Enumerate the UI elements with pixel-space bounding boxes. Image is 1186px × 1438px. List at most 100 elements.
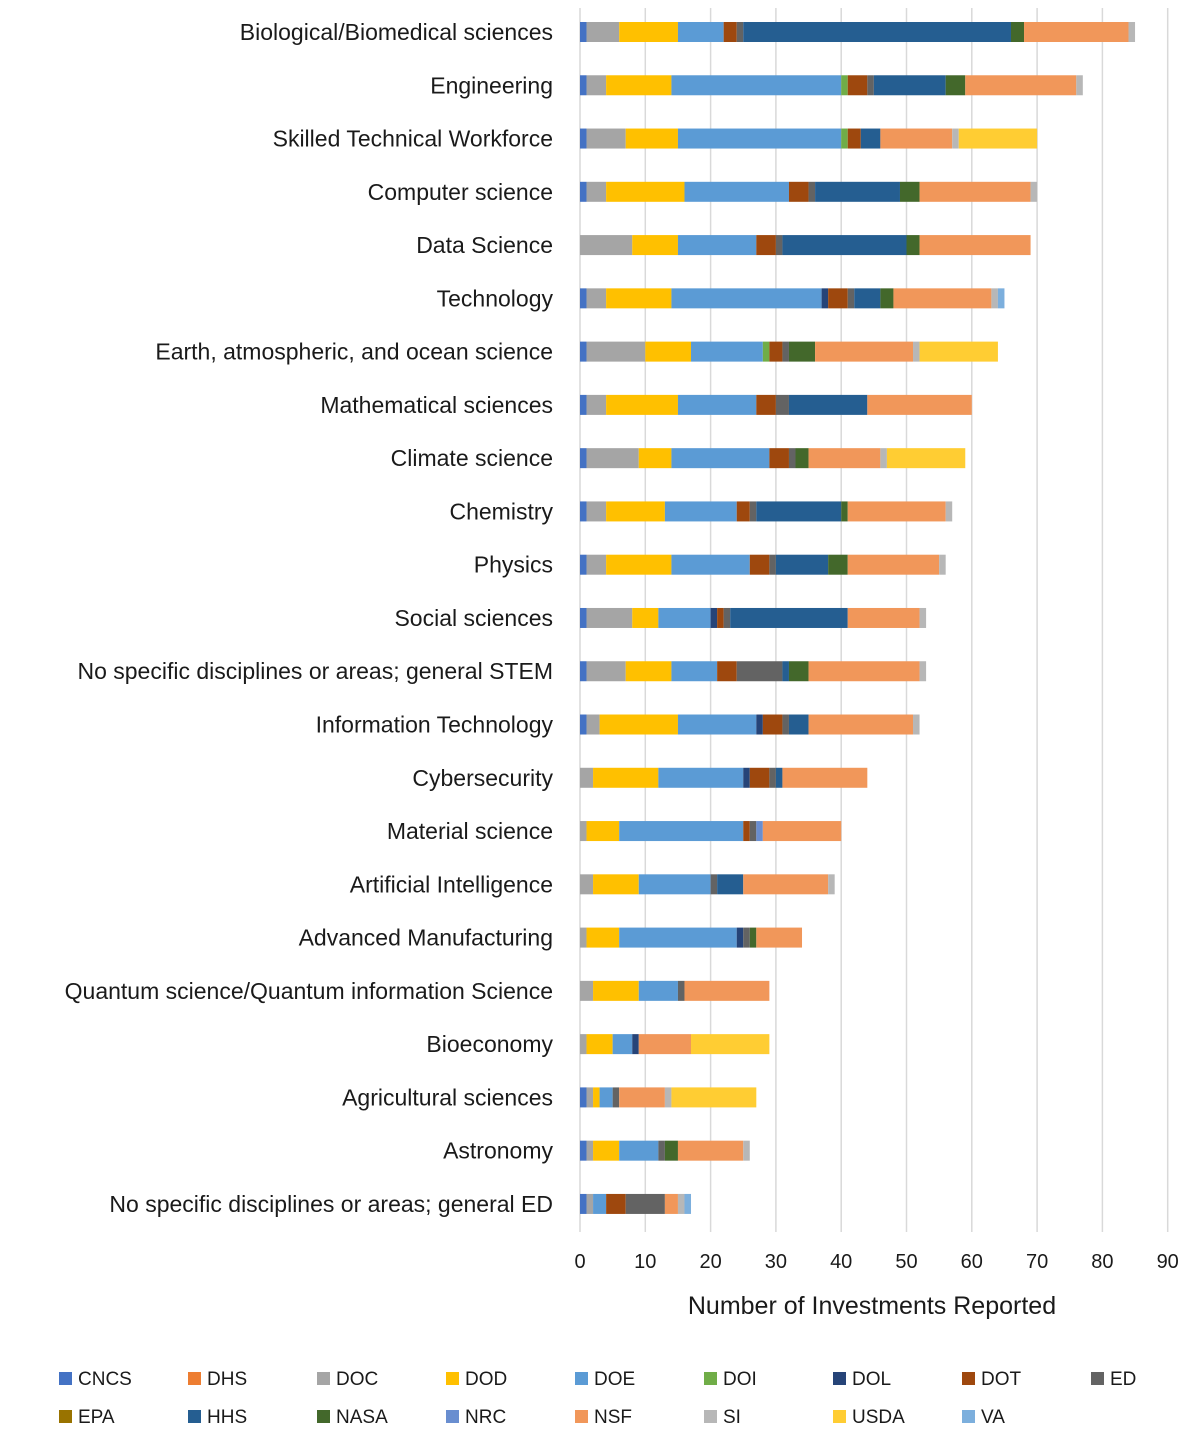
category-label: No specific disciplines or areas; genera…: [77, 658, 553, 684]
x-tick-label: 40: [830, 1251, 852, 1273]
category-label: Skilled Technical Workforce: [273, 126, 553, 152]
bar-segment-si: [939, 554, 946, 575]
bar-segment-nsf: [762, 821, 842, 842]
legend-label: NSF: [594, 1407, 632, 1428]
category-label: Physics: [474, 552, 553, 578]
bar-segment-doc: [586, 448, 639, 469]
bar-segment-doc: [586, 1087, 594, 1108]
bar-segment-si: [1128, 22, 1136, 42]
category-label: Astronomy: [443, 1138, 553, 1164]
bar-segment-ed: [677, 980, 685, 1001]
bar-segment-nsf: [782, 767, 868, 788]
bar-segment-dol: [743, 767, 750, 788]
bar-segment-ed: [769, 767, 776, 788]
bar-segment-dot: [769, 341, 783, 362]
bar-segment-dod: [606, 501, 665, 522]
legend-swatch-cncs: [59, 1372, 72, 1385]
category-label: Mathematical sciences: [320, 392, 553, 418]
bar-segment-ed: [782, 714, 789, 735]
bar-segment-doc: [586, 181, 607, 202]
bar-segment-hhs: [873, 75, 946, 96]
bar-segment-dot: [756, 394, 776, 415]
bar-segment-doe: [638, 980, 678, 1001]
bar-segment-hhs: [860, 128, 881, 149]
bar-segment-nasa: [1010, 22, 1025, 42]
bar-segment-dod: [586, 821, 620, 842]
bar-segment-nsf: [893, 288, 992, 309]
legend-label: DHS: [207, 1369, 247, 1390]
category-label: Advanced Manufacturing: [299, 925, 553, 951]
bar-segment-dot: [847, 128, 861, 149]
bar-segment-usda: [691, 1034, 770, 1055]
category-label: Material science: [387, 818, 553, 844]
bar-segment-ed: [710, 874, 718, 895]
bar-segment-dod: [625, 661, 672, 682]
bar-segment-cncs: [580, 448, 587, 469]
bar-segment-ed: [625, 1193, 665, 1214]
bar-segment-cncs: [580, 75, 587, 96]
bar-segment-doc: [586, 394, 607, 415]
bar-segment-cncs: [580, 22, 587, 42]
bar-segment-doc: [586, 1140, 594, 1161]
legend-label: CNCS: [78, 1369, 132, 1390]
bar-segment-doe: [593, 1193, 607, 1214]
legend-label: NRC: [465, 1407, 506, 1428]
bar-segment-dot: [723, 22, 737, 42]
bar-segment-si: [952, 128, 959, 149]
bar-segment-ed: [782, 341, 789, 362]
bar-segment-doc: [586, 661, 626, 682]
bar-segment-doe: [658, 607, 711, 628]
legend-label: USDA: [852, 1407, 905, 1428]
bar-segment-hhs: [775, 554, 829, 575]
bar-segment-usda: [919, 341, 998, 362]
bar-segment-hhs: [717, 874, 744, 895]
bar-segment-si: [913, 341, 920, 362]
bar-segment-doc: [580, 821, 587, 842]
bar-segment-usda: [886, 448, 966, 469]
x-tick-label: 10: [634, 1251, 656, 1273]
bar-segment-doc: [586, 501, 607, 522]
x-tick-label: 90: [1157, 1251, 1179, 1273]
x-tick-label: 20: [699, 1251, 721, 1273]
bar-segment-si: [677, 1193, 685, 1214]
category-label: Data Science: [416, 232, 553, 258]
bar-segment-dol: [632, 1034, 639, 1055]
bar-segment-hhs: [756, 501, 842, 522]
bar-segment-doe: [671, 75, 842, 96]
category-label: No specific disciplines or areas; genera…: [109, 1191, 553, 1217]
bar-segment-dot: [743, 821, 750, 842]
legend-swatch-nsf: [575, 1410, 588, 1423]
bar-segment-doe: [619, 821, 744, 842]
bar-segment-doc: [586, 128, 626, 149]
category-labels: Biological/Biomedical sciences Engineerin…: [65, 19, 554, 1217]
bar-segment-nasa: [906, 235, 920, 256]
bar-segment-doc: [580, 235, 633, 256]
legend-swatch-va: [962, 1410, 975, 1423]
bar-segment-doc: [580, 1034, 587, 1055]
bar-segment-nasa: [749, 927, 757, 948]
legend-swatch-si: [704, 1410, 717, 1423]
bar-segment-dod: [599, 714, 678, 735]
bar-segment-doc: [586, 714, 600, 735]
bar-segment-dod: [593, 767, 659, 788]
legend-swatch-epa: [59, 1410, 72, 1423]
bar-segment-nsf: [880, 128, 953, 149]
bar-segment-doe: [599, 1087, 613, 1108]
bar-segment-si: [880, 448, 887, 469]
category-label: Biological/Biomedical sciences: [240, 19, 553, 45]
bar-segment-dot: [606, 1193, 626, 1214]
bar-segment-cncs: [580, 714, 587, 735]
bar-segment-cncs: [580, 607, 587, 628]
bar-segment-si: [919, 661, 927, 682]
bar-segment-nsf: [684, 980, 770, 1001]
bar-segment-doc: [586, 341, 646, 362]
category-label: Technology: [437, 285, 554, 311]
bar-segment-ed: [749, 501, 757, 522]
bar-segment-dod: [593, 980, 639, 1001]
legend-label: SI: [723, 1407, 741, 1428]
bar-segment-dot: [769, 448, 789, 469]
legend-label: VA: [981, 1407, 1005, 1428]
bar-segment-doe: [677, 394, 757, 415]
bar-segment-doe: [619, 927, 737, 948]
bar-segment-dod: [645, 341, 692, 362]
